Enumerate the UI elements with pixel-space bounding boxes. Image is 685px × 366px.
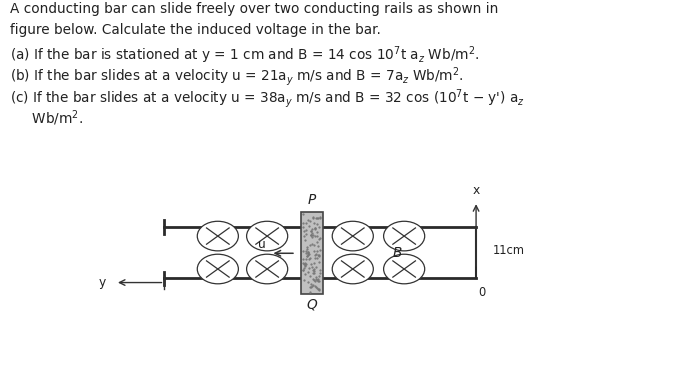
Ellipse shape: [247, 254, 288, 284]
Text: (b) If the bar slides at a velocity u = 21a$_y$ m/s and B = 7a$_z$ Wb/m$^2$.: (b) If the bar slides at a velocity u = …: [10, 66, 464, 89]
Bar: [301, 212, 323, 294]
Ellipse shape: [332, 254, 373, 284]
Ellipse shape: [247, 221, 288, 251]
Ellipse shape: [384, 221, 425, 251]
Ellipse shape: [332, 221, 373, 251]
Ellipse shape: [197, 254, 238, 284]
Text: u: u: [258, 238, 266, 251]
Text: Wb/m$^2$.: Wb/m$^2$.: [10, 108, 84, 128]
Text: Q: Q: [306, 297, 317, 311]
Ellipse shape: [197, 221, 238, 251]
Text: figure below. Calculate the induced voltage in the bar.: figure below. Calculate the induced volt…: [10, 23, 381, 37]
Text: (a) If the bar is stationed at y = 1 cm and B = 14 cos 10$^7$t a$_z$ Wb/m$^2$.: (a) If the bar is stationed at y = 1 cm …: [10, 44, 479, 66]
Text: 11cm: 11cm: [493, 244, 525, 257]
Text: 0: 0: [478, 286, 486, 299]
Text: x: x: [473, 184, 480, 197]
Text: (c) If the bar slides at a velocity u = 38a$_y$ m/s and B = 32 cos (10$^7$t $-$ : (c) If the bar slides at a velocity u = …: [10, 87, 525, 110]
Ellipse shape: [384, 254, 425, 284]
Text: A conducting bar can slide freely over two conducting rails as shown in: A conducting bar can slide freely over t…: [10, 2, 499, 16]
Text: B: B: [393, 246, 402, 259]
Text: P: P: [308, 193, 316, 207]
Text: y: y: [99, 276, 106, 289]
